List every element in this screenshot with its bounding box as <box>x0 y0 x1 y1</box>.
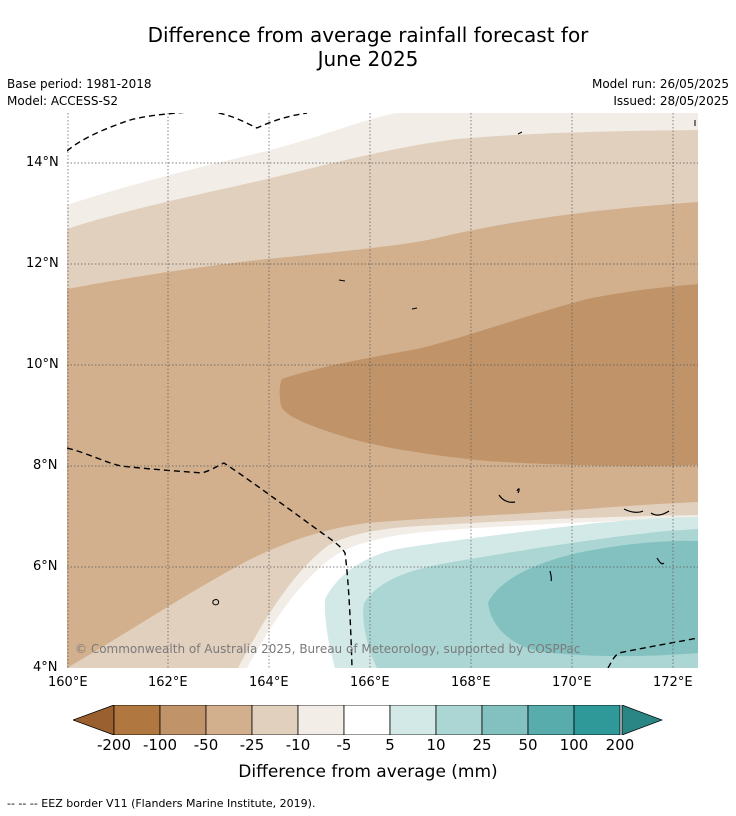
colorbar-cell <box>389 705 437 735</box>
colorbar-cell <box>573 705 621 735</box>
island-outline-2 <box>498 488 520 503</box>
colorbar-tick-label: 5 <box>385 736 395 754</box>
island-outline-1 <box>623 508 670 516</box>
lat-tick-4n: 4°N <box>33 660 58 675</box>
island-outline-3 <box>549 557 665 582</box>
lon-tick-170e: 170°E <box>552 675 592 690</box>
colorbar-tick-label: -5 <box>336 736 352 754</box>
colorbar-tick-label: 10 <box>426 736 446 754</box>
eez-border-south <box>67 447 353 668</box>
copyright-notice: © Commonwealth of Australia 2025, Bureau… <box>75 642 580 656</box>
colorbar-tick-label: -100 <box>142 736 178 754</box>
issued-date: Issued: 28/05/2025 <box>613 94 729 108</box>
colorbar-cell <box>297 705 345 735</box>
island-outline-5 <box>338 120 696 310</box>
model-run: Model run: 26/05/2025 <box>591 77 729 91</box>
colorbar-tick-label: -50 <box>193 736 219 754</box>
lon-tick-164e: 164°E <box>249 675 289 690</box>
eez-border-north <box>67 113 308 152</box>
lat-tick-10n: 10°N <box>26 357 59 372</box>
colorbar <box>73 705 663 735</box>
colorbar-cell <box>251 705 299 735</box>
lat-tick-14n: 14°N <box>26 155 59 170</box>
lon-tick-166e: 166°E <box>350 675 390 690</box>
band-plus-25 <box>488 540 698 657</box>
model-name: Model: ACCESS-S2 <box>7 94 119 108</box>
colorbar-cell <box>113 705 161 735</box>
chart-title-line1: Difference from average rainfall forecas… <box>147 23 589 47</box>
colorbar-cell <box>435 705 483 735</box>
colorbar-cell <box>527 705 575 735</box>
colorbar-cell <box>481 705 529 735</box>
band-minus-50 <box>279 284 698 466</box>
lon-tick-168e: 168°E <box>451 675 491 690</box>
lat-tick-6n: 6°N <box>33 559 58 574</box>
lon-tick-160e: 160°E <box>48 675 88 690</box>
island-outline-4 <box>212 599 219 606</box>
colorbar-tick-label: 100 <box>559 736 589 754</box>
colorbar-extend-low <box>73 705 115 735</box>
base-period: Base period: 1981-2018 <box>7 77 152 91</box>
colorbar-tick-label: 200 <box>605 736 635 754</box>
colorbar-tick-label: -200 <box>96 736 132 754</box>
colorbar-title: Difference from average (mm) <box>238 762 498 782</box>
colorbar-cell <box>205 705 253 735</box>
gridlines <box>67 113 698 668</box>
eez-border-legend: -- -- -- EEZ border V11 (Flanders Marine… <box>7 797 316 810</box>
colorbar-tick-label: -10 <box>285 736 311 754</box>
colorbar-extend-high <box>621 705 663 735</box>
lat-tick-8n: 8°N <box>33 458 58 473</box>
forecast-map: © Commonwealth of Australia 2025, Bureau… <box>67 113 698 668</box>
colorbar-tick-label: -25 <box>239 736 265 754</box>
colorbar-cell <box>343 705 391 735</box>
colorbar-tick-label: 50 <box>518 736 538 754</box>
colorbar-tick-label: 25 <box>472 736 492 754</box>
lon-tick-162e: 162°E <box>148 675 188 690</box>
chart-title-line2: June 2025 <box>317 47 419 71</box>
lat-tick-12n: 12°N <box>26 256 59 271</box>
lon-tick-172e: 172°E <box>653 675 693 690</box>
colorbar-cell <box>159 705 207 735</box>
